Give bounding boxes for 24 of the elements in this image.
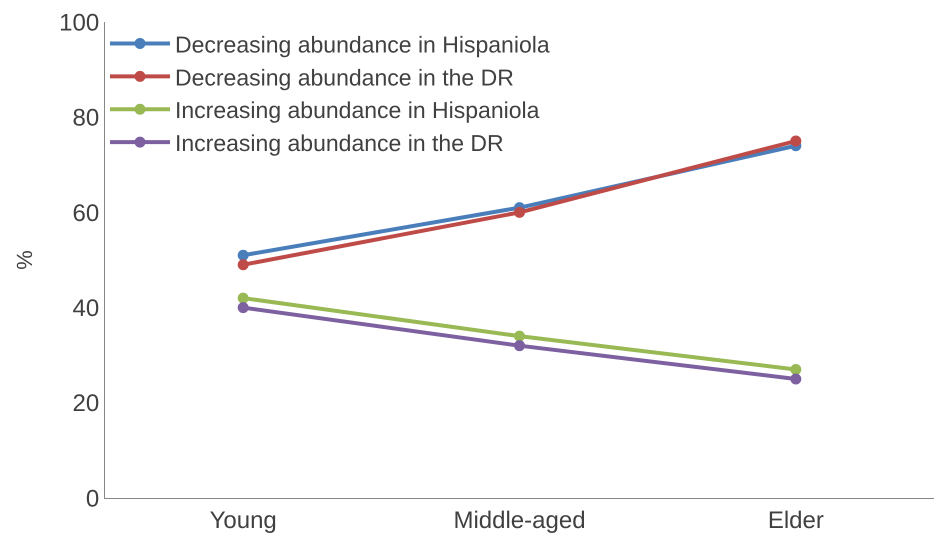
point <box>514 330 525 342</box>
point <box>514 206 525 218</box>
point <box>790 374 802 384</box>
point <box>238 259 249 270</box>
point <box>238 250 249 261</box>
x-tick-label: Young <box>210 506 277 534</box>
y-tick-label: 0 <box>86 485 100 512</box>
point <box>790 364 802 375</box>
point <box>790 136 802 146</box>
point <box>238 302 249 314</box>
legend-label: Decreasing abundance in Hispaniola <box>175 31 550 58</box>
y-tick-label: 80 <box>72 104 100 132</box>
y-tick-label: 100 <box>59 9 100 36</box>
legend-label: Increasing abundance in the DR <box>175 130 504 156</box>
point <box>514 340 525 352</box>
x-tick-label: Middle-aged <box>453 506 586 534</box>
y-axis-title: % <box>12 250 37 270</box>
y-tick-label: 60 <box>72 200 100 227</box>
y-tick-label: 20 <box>72 390 100 418</box>
x-tick-label: Elder <box>768 506 824 534</box>
y-tick-label: 40 <box>72 295 100 322</box>
point <box>238 292 249 304</box>
legend-label: Increasing abundance in Hispaniola <box>175 97 540 124</box>
legend-label: Decreasing abundance in the DR <box>175 64 514 90</box>
